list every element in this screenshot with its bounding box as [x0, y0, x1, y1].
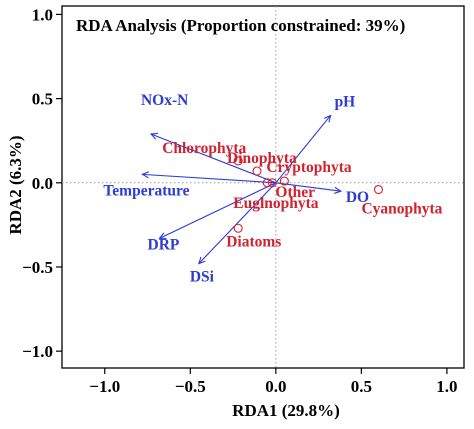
y-axis-title: RDA2 (6.3%)	[6, 135, 25, 234]
species-label-euglnophyta: Euglnophyta	[233, 195, 319, 212]
x-tick-label: 1.0	[436, 377, 457, 396]
species-label-cyanophyta: Cyanophyta	[361, 201, 442, 218]
chart-title: RDA Analysis (Proportion constrained: 39…	[76, 16, 405, 35]
x-tick-label: −0.5	[175, 377, 206, 396]
env-label-dsi: DSi	[190, 269, 215, 286]
species-point-euglnophyta	[262, 178, 272, 188]
env-arrowhead-ph	[323, 114, 332, 123]
species-point-dinophyta	[252, 166, 262, 176]
env-label-drp: DRP	[148, 236, 180, 253]
env-label-ph: pH	[335, 93, 356, 110]
x-axis-title: RDA1 (29.8%)	[232, 401, 340, 420]
env-arrow-ph	[275, 115, 331, 184]
env-label-temperature: Temperature	[103, 182, 189, 199]
env-arrow-drp	[159, 182, 277, 239]
y-tick-label: 0.0	[32, 174, 53, 193]
species-point-chlorophyta	[233, 156, 243, 166]
x-tick-label: −1.0	[89, 377, 120, 396]
species-label-other: Other	[275, 184, 315, 201]
species-label-dinophyta: Dinophyta	[227, 150, 297, 167]
species-point-cryptophyta	[279, 176, 289, 186]
y-tick-label: −0.5	[22, 258, 53, 277]
x-tick-label: 0.5	[351, 377, 372, 396]
y-tick-label: 0.5	[32, 90, 53, 109]
species-point-diatoms	[233, 223, 243, 233]
env-arrow-dsi	[198, 182, 277, 264]
species-label-chlorophyta: Chlorophyta	[162, 140, 246, 157]
species-label-diatoms: Diatoms	[226, 233, 281, 250]
x-tick-label: 0.0	[265, 377, 286, 396]
y-tick-label: 1.0	[32, 5, 53, 24]
env-arrowhead-nox-n	[149, 132, 158, 140]
plot-frame	[61, 5, 465, 369]
env-arrowhead-do	[334, 186, 343, 194]
species-point-cyanophyta	[373, 184, 384, 195]
env-arrowhead-dsi	[197, 256, 206, 265]
species-point-other	[267, 178, 277, 188]
env-arrow-temperature	[142, 173, 276, 184]
species-label-cryptophyta: Cryptophyta	[266, 159, 352, 176]
env-arrowhead-drp	[158, 232, 167, 239]
y-tick-label: −1.0	[22, 342, 53, 361]
env-label-do: DO	[346, 189, 369, 206]
env-arrowhead-temperature	[141, 171, 150, 179]
env-label-nox-n: NOx-N	[141, 92, 188, 109]
